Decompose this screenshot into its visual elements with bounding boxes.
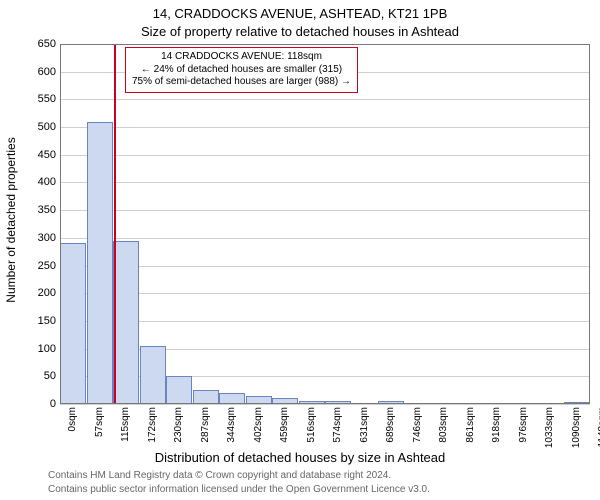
x-tick-label: 918sqm <box>491 404 502 455</box>
y-tick-label: 550 <box>16 93 56 105</box>
x-tick-label: 1090sqm <box>571 404 582 455</box>
x-axis-label: Distribution of detached houses by size … <box>0 450 600 465</box>
title-address: 14, CRADDOCKS AVENUE, ASHTEAD, KT21 1PB <box>0 6 600 21</box>
y-tick-label: 400 <box>16 176 56 188</box>
x-tick-label: 287sqm <box>200 404 211 455</box>
footer-copyright-2: Contains public sector information licen… <box>48 484 430 495</box>
figure: 14, CRADDOCKS AVENUE, ASHTEAD, KT21 1PB … <box>0 0 600 500</box>
x-tick-label: 402sqm <box>253 404 264 455</box>
y-tick-label: 50 <box>16 370 56 382</box>
y-tick-label: 600 <box>16 66 56 78</box>
x-tick-label: 344sqm <box>226 404 237 455</box>
x-tick-label: 574sqm <box>332 404 343 455</box>
y-tick-label: 350 <box>16 204 56 216</box>
x-tick-label: 57sqm <box>94 404 105 455</box>
plot-border <box>60 44 590 404</box>
x-tick-label: 1033sqm <box>544 404 555 455</box>
x-tick-label: 631sqm <box>359 404 370 455</box>
x-tick-label: 172sqm <box>147 404 158 455</box>
y-tick-label: 150 <box>16 315 56 327</box>
gridline-h <box>60 404 590 405</box>
y-tick-label: 100 <box>16 343 56 355</box>
title-subtitle: Size of property relative to detached ho… <box>0 24 600 39</box>
x-tick-label: 0sqm <box>67 404 78 455</box>
y-tick-label: 500 <box>16 121 56 133</box>
y-tick-label: 300 <box>16 232 56 244</box>
y-tick-label: 450 <box>16 149 56 161</box>
x-tick-label: 861sqm <box>465 404 476 455</box>
x-tick-label: 115sqm <box>120 404 131 455</box>
x-tick-label: 516sqm <box>306 404 317 455</box>
y-axis-label: Number of detached properties <box>4 20 20 420</box>
x-tick-label: 976sqm <box>518 404 529 455</box>
y-tick-label: 200 <box>16 287 56 299</box>
y-tick-label: 650 <box>16 38 56 50</box>
x-tick-label: 803sqm <box>438 404 449 455</box>
y-tick-label: 0 <box>16 398 56 410</box>
x-tick-label: 689sqm <box>385 404 396 455</box>
footer-copyright-1: Contains HM Land Registry data © Crown c… <box>48 470 391 481</box>
y-tick-label: 250 <box>16 260 56 272</box>
plot-area: 0501001502002503003504004505005506006500… <box>60 44 590 404</box>
x-tick-label: 746sqm <box>412 404 423 455</box>
x-tick-label: 230sqm <box>173 404 184 455</box>
x-tick-label: 459sqm <box>279 404 290 455</box>
